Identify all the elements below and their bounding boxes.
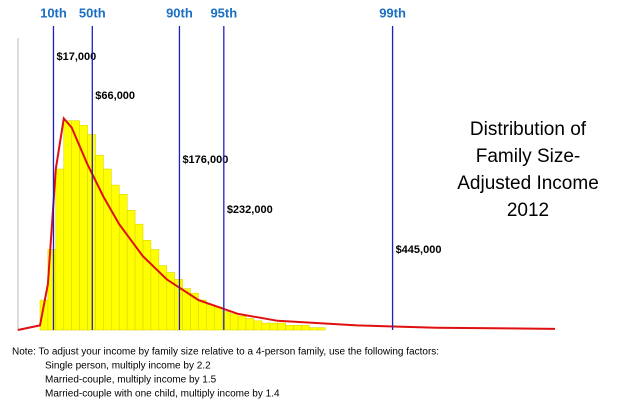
bar	[63, 120, 72, 331]
bar	[317, 327, 326, 331]
percentile-value: $66,000	[95, 90, 135, 102]
bar	[71, 120, 80, 331]
bar	[293, 325, 302, 331]
bar	[261, 322, 271, 331]
percentile-value: $232,000	[227, 204, 273, 216]
bar	[150, 249, 160, 331]
bar	[269, 322, 278, 331]
bar	[134, 223, 144, 331]
percentile-value: $176,000	[182, 154, 228, 166]
bar	[229, 313, 239, 331]
chart-title: 2012	[507, 200, 549, 221]
percentile-label: 10th	[40, 5, 67, 20]
bar	[301, 325, 310, 331]
bar	[245, 318, 255, 331]
percentile-label: 90th	[166, 5, 193, 20]
bar	[309, 327, 318, 331]
bar	[277, 322, 286, 331]
note-line: Note: To adjust your income by family si…	[12, 347, 439, 358]
bar	[55, 168, 65, 331]
bar	[118, 194, 128, 331]
note-line: Married-couple with one child, multiply …	[45, 389, 280, 400]
percentile-label: 95th	[210, 5, 237, 20]
bar	[285, 325, 294, 331]
bar	[253, 320, 263, 331]
bar	[103, 168, 112, 331]
bar	[111, 184, 120, 331]
chart-title: Family Size-	[476, 146, 581, 167]
percentile-label: 50th	[79, 5, 106, 20]
percentile-label: 99th	[379, 5, 406, 20]
bar	[142, 240, 152, 331]
bar	[214, 306, 223, 331]
bar	[206, 304, 215, 331]
bar	[126, 210, 136, 331]
percentile-value: $17,000	[56, 51, 96, 63]
note-line: Single person, multiply income by 2.2	[45, 361, 211, 372]
chart-title: Distribution of	[470, 119, 587, 140]
note-line: Married-couple, multiply income by 1.5	[45, 375, 217, 386]
chart-title: Adjusted Income	[457, 173, 599, 194]
bar	[87, 134, 96, 331]
bar	[237, 315, 247, 331]
percentile-value: $445,000	[396, 244, 442, 256]
bar	[198, 299, 207, 331]
